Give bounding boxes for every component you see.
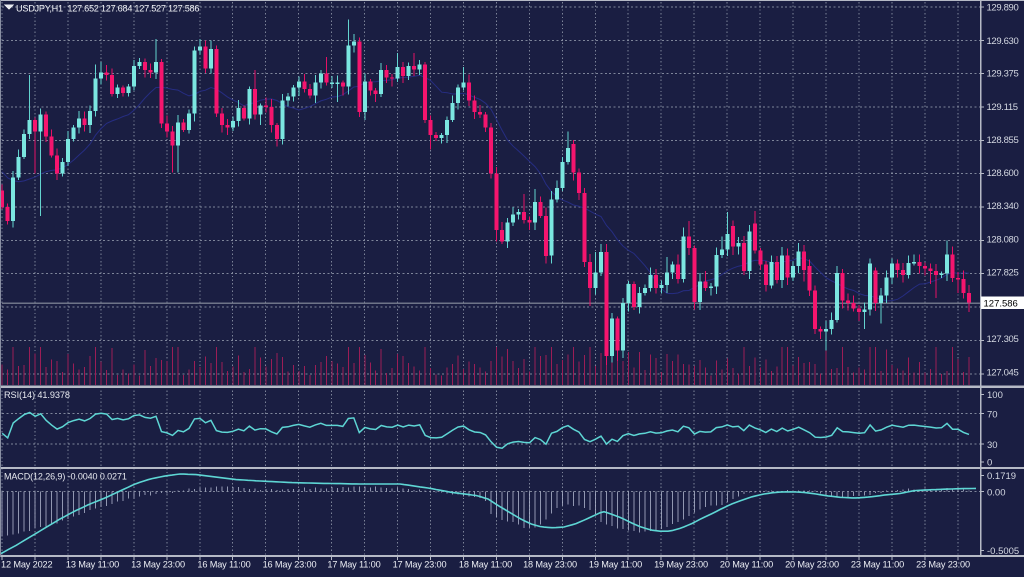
svg-text:100: 100	[987, 390, 1003, 401]
svg-text:13 May 11:00: 13 May 11:00	[66, 560, 119, 570]
svg-text:20 May 11:00: 20 May 11:00	[720, 560, 773, 570]
svg-text:MACD(12,26,9) -0.0040 0.0271: MACD(12,26,9) -0.0040 0.0271	[4, 472, 127, 482]
svg-text:18 May 23:00: 18 May 23:00	[523, 560, 577, 570]
svg-text:-0.5005: -0.5005	[987, 546, 1019, 557]
svg-text:12 May 2022: 12 May 2022	[1, 560, 53, 570]
svg-text:17 May 23:00: 17 May 23:00	[393, 560, 447, 570]
svg-text:RSI(14) 41.9378: RSI(14) 41.9378	[4, 390, 70, 400]
svg-text:127.586: 127.586	[984, 298, 1018, 309]
svg-text:129.890: 129.890	[987, 2, 1019, 13]
svg-text:127.305: 127.305	[987, 334, 1019, 345]
svg-text:USDJPY,H1 127.652 127.684 127: USDJPY,H1 127.652 127.684 127.527 127.58…	[16, 4, 199, 14]
svg-text:128.855: 128.855	[987, 135, 1019, 146]
svg-text:19 May 23:00: 19 May 23:00	[654, 560, 708, 570]
svg-text:127.825: 127.825	[987, 267, 1019, 278]
svg-text:0.00: 0.00	[987, 487, 1006, 498]
svg-text:0.1719: 0.1719	[987, 471, 1016, 482]
svg-text:128.340: 128.340	[987, 201, 1019, 212]
svg-text:23 May 23:00: 23 May 23:00	[916, 560, 970, 570]
svg-text:20 May 23:00: 20 May 23:00	[785, 560, 839, 570]
svg-text:128.080: 128.080	[987, 235, 1019, 246]
svg-text:30: 30	[987, 440, 998, 451]
svg-text:17 May 11:00: 17 May 11:00	[327, 560, 380, 570]
svg-text:129.115: 129.115	[987, 102, 1018, 113]
svg-text:70: 70	[987, 409, 998, 420]
svg-text:127.045: 127.045	[987, 367, 1019, 378]
svg-text:0: 0	[987, 458, 992, 469]
svg-text:128.600: 128.600	[987, 168, 1019, 179]
svg-text:129.375: 129.375	[987, 69, 1019, 80]
svg-text:18 May 11:00: 18 May 11:00	[459, 560, 512, 570]
svg-text:19 May 11:00: 19 May 11:00	[589, 560, 642, 570]
svg-text:23 May 11:00: 23 May 11:00	[851, 560, 904, 570]
svg-text:129.630: 129.630	[987, 36, 1019, 47]
svg-text:16 May 11:00: 16 May 11:00	[197, 560, 250, 570]
svg-text:16 May 23:00: 16 May 23:00	[263, 560, 317, 570]
svg-text:13 May 23:00: 13 May 23:00	[131, 560, 185, 570]
